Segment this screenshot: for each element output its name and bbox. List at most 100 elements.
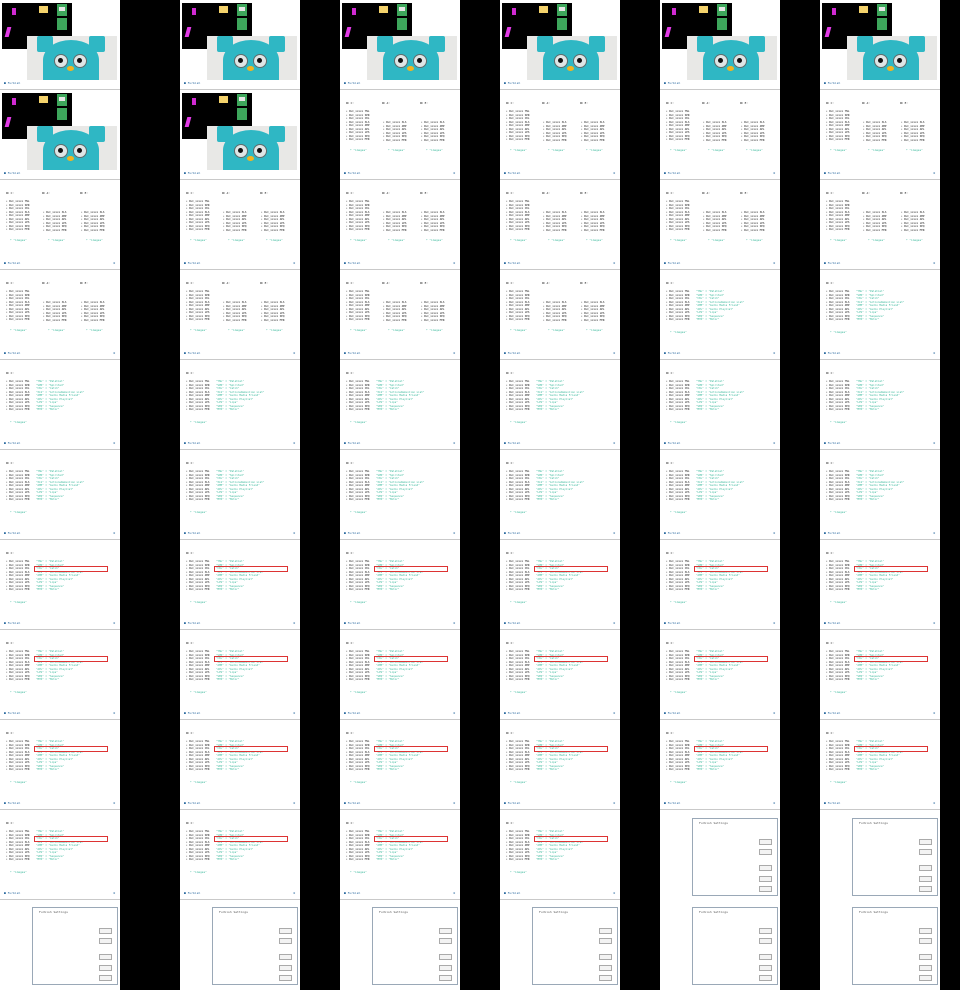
logo-link[interactable]: ■ Furbish	[504, 801, 521, 805]
images-link[interactable]: * "images"	[510, 870, 527, 874]
images-link[interactable]: * "images"	[10, 420, 27, 424]
images-link-2[interactable]: * "images"	[228, 328, 245, 332]
dialog-button-0[interactable]	[599, 928, 612, 934]
logo-link[interactable]: ■ Furbish	[664, 351, 681, 355]
furby-image[interactable]	[207, 126, 297, 170]
gear-icon[interactable]: ⚙	[773, 351, 775, 355]
images-link[interactable]: * "images"	[510, 148, 527, 152]
settings-dialog[interactable]: Furbish Settings	[372, 907, 458, 985]
images-link[interactable]: * "images"	[830, 780, 847, 784]
logo-link[interactable]: ■ Furbish	[344, 171, 361, 175]
gear-icon[interactable]: ⚙	[293, 891, 295, 895]
logo-link[interactable]: ■ Furbish	[4, 171, 21, 175]
images-link[interactable]: * "images"	[190, 600, 207, 604]
images-link[interactable]: * "images"	[190, 238, 207, 242]
gear-icon[interactable]: ⚙	[933, 801, 935, 805]
logo-link[interactable]: ■ Furbish	[824, 801, 841, 805]
gear-icon[interactable]: ⚙	[773, 171, 775, 175]
logo-link[interactable]: ■ Furbish	[504, 351, 521, 355]
logo-link[interactable]: ■ Furbish	[184, 81, 201, 85]
logo-link[interactable]: ■ Furbish	[504, 171, 521, 175]
images-link[interactable]: * "images"	[190, 870, 207, 874]
logo-link[interactable]: ■ Furbish	[664, 801, 681, 805]
images-link[interactable]: * "images"	[190, 690, 207, 694]
gear-icon[interactable]: ⚙	[773, 621, 775, 625]
images-link[interactable]: * "images"	[830, 330, 847, 334]
gear-icon[interactable]: ⚙	[613, 891, 615, 895]
logo-link[interactable]: ■ Furbish	[664, 81, 681, 85]
dialog-button-4[interactable]	[919, 975, 932, 981]
gear-icon[interactable]: ⚙	[113, 711, 115, 715]
gear-icon[interactable]: ⚙	[113, 261, 115, 265]
gear-icon[interactable]: ⚙	[933, 171, 935, 175]
logo-link[interactable]: ■ Furbish	[4, 261, 21, 265]
logo-link[interactable]: ■ Furbish	[664, 621, 681, 625]
gear-icon[interactable]: ⚙	[933, 711, 935, 715]
furby-image[interactable]	[207, 36, 297, 80]
logo-link[interactable]: ■ Furbish	[824, 81, 841, 85]
settings-dialog[interactable]: Furbish Settings	[692, 907, 778, 985]
logo-link[interactable]: ■ Furbish	[504, 711, 521, 715]
gear-icon[interactable]: ⚙	[933, 531, 935, 535]
dialog-button-3[interactable]	[759, 876, 772, 882]
logo-link[interactable]: ■ Furbish	[824, 711, 841, 715]
images-link[interactable]: * "images"	[190, 420, 207, 424]
logo-link[interactable]: ■ Furbish	[664, 441, 681, 445]
gear-icon[interactable]: ⚙	[613, 531, 615, 535]
dialog-button-0[interactable]	[759, 839, 772, 845]
dialog-button-4[interactable]	[599, 975, 612, 981]
images-link-2[interactable]: * "images"	[868, 238, 885, 242]
dialog-button-0[interactable]	[439, 928, 452, 934]
dialog-button-3[interactable]	[759, 965, 772, 971]
logo-link[interactable]: ■ Furbish	[344, 351, 361, 355]
images-link-3[interactable]: * "images"	[266, 238, 283, 242]
images-link-2[interactable]: * "images"	[388, 148, 405, 152]
dialog-button-3[interactable]	[919, 876, 932, 882]
logo-link[interactable]: ■ Furbish	[4, 351, 21, 355]
furby-image[interactable]	[27, 36, 117, 80]
images-link[interactable]: * "images"	[670, 600, 687, 604]
images-link-3[interactable]: * "images"	[586, 328, 603, 332]
furby-image[interactable]	[527, 36, 617, 80]
logo-link[interactable]: ■ Furbish	[4, 81, 21, 85]
dialog-button-4[interactable]	[99, 975, 112, 981]
logo-link[interactable]: ■ Furbish	[504, 261, 521, 265]
furby-image[interactable]	[847, 36, 937, 80]
gear-icon[interactable]: ⚙	[453, 441, 455, 445]
gear-icon[interactable]: ⚙	[113, 891, 115, 895]
logo-link[interactable]: ■ Furbish	[344, 621, 361, 625]
images-link[interactable]: * "images"	[670, 420, 687, 424]
dialog-button-0[interactable]	[279, 928, 292, 934]
gear-icon[interactable]: ⚙	[293, 261, 295, 265]
gear-icon[interactable]: ⚙	[293, 351, 295, 355]
images-link[interactable]: * "images"	[10, 870, 27, 874]
logo-link[interactable]: ■ Furbish	[184, 891, 201, 895]
gear-icon[interactable]: ⚙	[933, 441, 935, 445]
gear-icon[interactable]: ⚙	[613, 621, 615, 625]
gear-icon[interactable]: ⚙	[933, 261, 935, 265]
images-link[interactable]: * "images"	[510, 690, 527, 694]
images-link[interactable]: * "images"	[350, 420, 367, 424]
logo-link[interactable]: ■ Furbish	[4, 621, 21, 625]
gear-icon[interactable]: ⚙	[113, 621, 115, 625]
images-link-3[interactable]: * "images"	[86, 238, 103, 242]
images-link-2[interactable]: * "images"	[868, 148, 885, 152]
gear-icon[interactable]: ⚙	[773, 441, 775, 445]
gear-icon[interactable]: ⚙	[293, 801, 295, 805]
dialog-button-1[interactable]	[279, 938, 292, 944]
gear-icon[interactable]: ⚙	[613, 261, 615, 265]
logo-link[interactable]: ■ Furbish	[824, 171, 841, 175]
gear-icon[interactable]: ⚙	[933, 351, 935, 355]
gear-icon[interactable]: ⚙	[113, 531, 115, 535]
gear-icon[interactable]: ⚙	[613, 351, 615, 355]
images-link[interactable]: * "images"	[10, 600, 27, 604]
images-link[interactable]: * "images"	[510, 510, 527, 514]
images-link-3[interactable]: * "images"	[426, 238, 443, 242]
logo-link[interactable]: ■ Furbish	[4, 711, 21, 715]
dialog-button-1[interactable]	[919, 849, 932, 855]
dialog-button-2[interactable]	[759, 865, 772, 871]
logo-link[interactable]: ■ Furbish	[344, 801, 361, 805]
images-link-2[interactable]: * "images"	[48, 328, 65, 332]
images-link[interactable]: * "images"	[510, 420, 527, 424]
furby-image[interactable]	[27, 126, 117, 170]
